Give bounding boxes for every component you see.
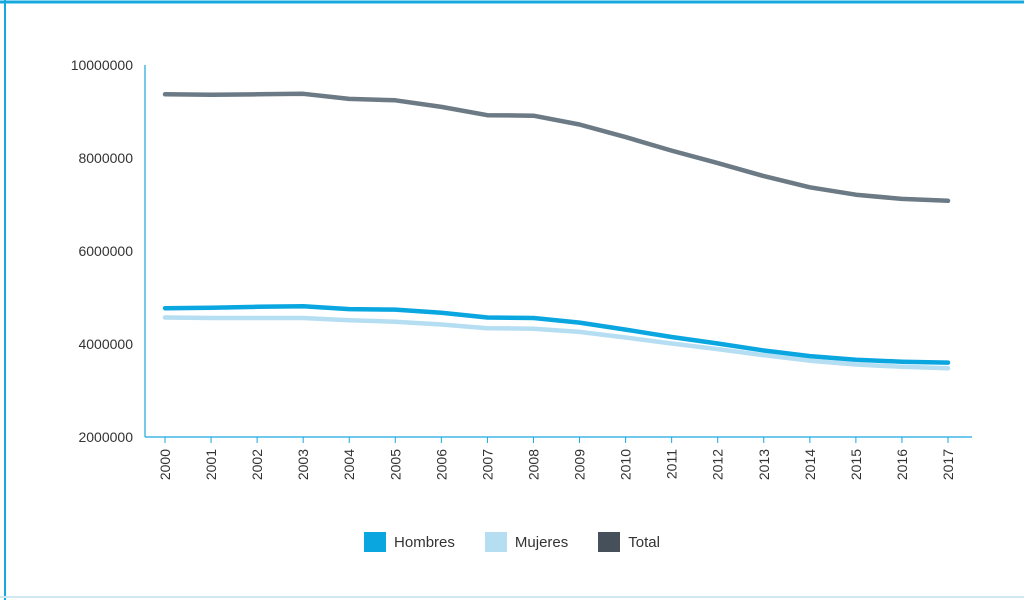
legend-swatch-total	[598, 532, 621, 552]
series-lines	[162, 91, 951, 371]
legend-label-mujeres: Mujeres	[514, 533, 569, 551]
legend-item-mujeres: Mujeres	[484, 532, 569, 552]
x-tick-label: 2011	[664, 449, 680, 479]
legend: Hombres Mujeres Total	[0, 532, 1024, 552]
legend-swatch-hombres	[364, 532, 387, 552]
axes	[144, 65, 972, 438]
x-tick-label: 2001	[203, 449, 219, 480]
x-tick-label: 2003	[295, 449, 311, 480]
legend-label-total: Total	[628, 533, 660, 551]
y-tick-label: 2000000	[78, 429, 133, 445]
x-tick-label: 2005	[387, 449, 403, 480]
legend-item-hombres: Hombres	[364, 532, 455, 552]
y-tick-labels: 10000000 8000000 6000000 4000000 2000000	[71, 57, 134, 445]
y-tick-label: 6000000	[78, 243, 133, 259]
x-tick-label: 2000	[157, 449, 173, 480]
y-tick-label: 10000000	[71, 57, 134, 73]
y-tick-label: 8000000	[78, 150, 133, 166]
legend-item-total: Total	[598, 532, 660, 552]
x-tick-label: 2013	[756, 449, 772, 480]
x-tick-label: 2014	[802, 449, 818, 480]
x-tick-label: 2008	[525, 449, 541, 480]
y-tick-label: 4000000	[78, 336, 133, 352]
x-tick-label: 2017	[940, 449, 956, 480]
x-tick-label: 2006	[433, 449, 449, 480]
series-line-total	[162, 91, 951, 204]
x-tick-label: 2015	[848, 449, 864, 480]
series-line-mujeres	[162, 315, 951, 371]
legend-swatch-mujeres	[484, 532, 507, 552]
x-tick-label: 2007	[479, 449, 495, 480]
x-tick-label: 2016	[894, 449, 910, 480]
x-tick-label: 2010	[618, 449, 634, 480]
series-line-hombres	[162, 304, 951, 365]
legend-label-hombres: Hombres	[394, 533, 455, 551]
x-tick-label: 2012	[710, 449, 726, 480]
x-tick-label: 2002	[249, 449, 265, 480]
x-tick-labels: 2000 2001 2002 2003 2004 2005 2006 2007 2008 2009…	[157, 437, 956, 480]
x-tick-label: 2009	[572, 449, 588, 480]
x-tick-label: 2004	[341, 449, 357, 480]
